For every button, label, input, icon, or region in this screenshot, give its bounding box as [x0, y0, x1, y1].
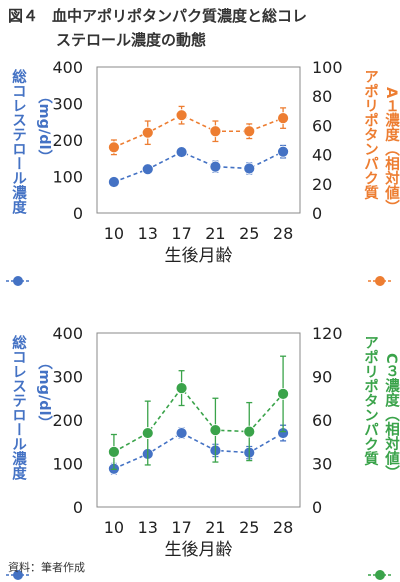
data-point: [108, 445, 120, 458]
data-point: [108, 141, 120, 154]
x-tick-label: 25: [239, 224, 259, 243]
y-left-tick-label: 100: [52, 455, 83, 474]
y-right-tick-label: 0: [312, 498, 322, 517]
data-point: [175, 382, 188, 395]
data-point: [175, 146, 188, 158]
y-right-tick-label: 40: [312, 146, 332, 165]
y-right-tick-label: 0: [312, 204, 322, 223]
y-left-axis-unit: （mg/dl）: [36, 355, 53, 430]
chart-2: 0 100 200 300 400 0 30 60 90 120 10 13 17 21 25 28 生後月齢 総…: [6, 324, 400, 580]
y-right-tick-label: 80: [312, 87, 332, 106]
series-line: [113, 386, 284, 453]
y-right-axis-label: アポリポタンパク質: [362, 335, 378, 467]
y-left-tick-label: 200: [52, 131, 83, 150]
y-right-tick-label: 60: [312, 411, 332, 430]
y-left-tick-label: 300: [52, 368, 83, 387]
x-tick-label: 21: [205, 224, 225, 243]
x-axis-label: 生後月齢: [165, 540, 233, 560]
y-left-tick-label: 400: [52, 324, 83, 343]
x-tick-label: 13: [138, 518, 158, 537]
y-right-tick-label: 100: [312, 58, 343, 77]
x-tick-label: 17: [171, 518, 191, 537]
x-tick-label: 28: [273, 518, 293, 537]
x-tick-label: 13: [138, 224, 158, 243]
legend-left-marker: [13, 570, 23, 580]
y-right-tick-label: 20: [312, 175, 332, 194]
legend-left-marker: [13, 276, 23, 286]
plot-frame: [96, 66, 301, 214]
data-point: [277, 145, 289, 158]
title-line-1: 血中アポリポタンパク質濃度と総コレ: [52, 7, 308, 25]
y-left-tick-label: 200: [52, 411, 83, 430]
y-left-tick-label: 400: [52, 58, 83, 77]
series-blue: [108, 424, 289, 475]
data-point: [209, 424, 222, 437]
plot-frame: [96, 332, 301, 508]
x-tick-label: 28: [273, 224, 293, 243]
series-line: [113, 150, 284, 183]
y-right-tick-label: 60: [312, 116, 332, 135]
x-tick-label: 21: [205, 518, 225, 537]
y-left-tick-label: 100: [52, 168, 83, 187]
data-point: [277, 387, 289, 400]
y-right-axis-label-2: A１濃度（相対値）: [383, 87, 400, 214]
data-point: [141, 126, 154, 139]
y-left-tick-label: 0: [73, 498, 83, 517]
y-left-axis-label: 総コレステロール濃度: [10, 334, 26, 482]
y-left-tick-label: 0: [73, 204, 83, 223]
series-line: [113, 114, 284, 149]
y-right-tick-label: 90: [312, 368, 332, 387]
data-point: [175, 427, 188, 439]
data-point: [108, 176, 120, 188]
data-point: [277, 112, 289, 124]
x-tick-label: 10: [104, 224, 124, 243]
legend-right-marker: [375, 570, 385, 580]
data-point: [175, 109, 188, 122]
data-point: [141, 427, 154, 439]
data-point: [209, 125, 222, 138]
data-point: [243, 162, 256, 175]
series-orange: [108, 105, 289, 156]
y-left-axis-unit: （mg/dl）: [36, 89, 53, 164]
x-axis-label: 生後月齢: [165, 246, 233, 266]
x-tick-label: 17: [171, 224, 191, 243]
figure-title: 図４ 血中アポリポタンパク質濃度と総コレ ステロール濃度の動態: [8, 4, 396, 52]
chart-1: 0 100 200 300 400 0 20 40 60 80 100 10 13 17 21 25 28 生後月…: [6, 58, 400, 286]
source-note: 資料：筆者作成: [8, 561, 85, 574]
data-point: [209, 160, 222, 173]
data-point: [243, 425, 256, 438]
x-tick-label: 10: [104, 518, 124, 537]
data-point: [141, 163, 154, 176]
legend-right-marker: [375, 276, 385, 286]
series-green: [108, 355, 289, 470]
y-left-tick-label: 300: [52, 95, 83, 114]
y-right-tick-label: 120: [312, 324, 343, 343]
y-right-axis-label-2: C３濃度（相対値）: [383, 353, 400, 480]
y-right-axis-label: アポリポタンパク質: [362, 69, 378, 201]
title-line-2: ステロール濃度の動態: [56, 31, 207, 49]
figure-number: 図４: [8, 7, 39, 25]
y-left-axis-label: 総コレステロール濃度: [10, 68, 26, 216]
data-point: [243, 125, 256, 138]
series-line: [113, 432, 284, 470]
x-tick-label: 25: [239, 518, 259, 537]
series-blue: [108, 144, 289, 188]
y-right-tick-label: 30: [312, 455, 332, 474]
